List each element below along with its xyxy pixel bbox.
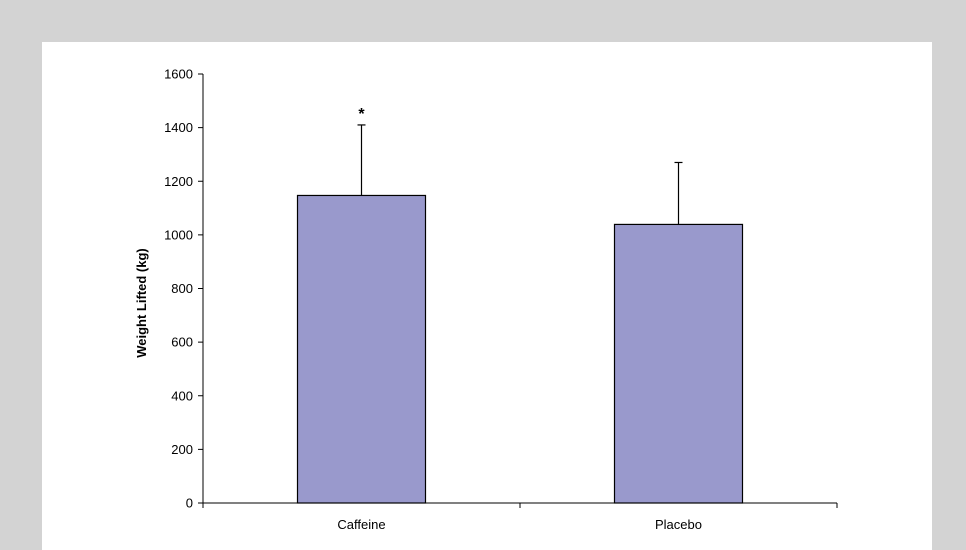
y-tick-label-0: 0 [186,496,193,511]
y-tick-label-400: 400 [171,388,193,403]
y-tick-label-600: 600 [171,335,193,350]
significance-marker: * [358,106,365,123]
bar-caffeine [296,194,427,504]
x-tick-label-caffeine: Caffeine [337,517,385,532]
y-tick-label-200: 200 [171,442,193,457]
figure-panel: * Caffeine Placebo 0 200 400 600 800 1000 1200 140… [42,42,932,550]
bar-placebo [613,223,744,504]
y-axis-title: Weight Lifted (kg) [134,248,149,358]
y-tick-label-1200: 1200 [164,174,193,189]
y-tick-label-1000: 1000 [164,227,193,242]
y-tick-label-1400: 1400 [164,120,193,135]
bar-chart: * Caffeine Placebo 0 200 400 600 800 1000 1200 140… [134,67,838,532]
y-tick-label-800: 800 [171,281,193,296]
y-tick-label-1600: 1600 [164,67,193,82]
x-tick-label-placebo: Placebo [655,517,702,532]
